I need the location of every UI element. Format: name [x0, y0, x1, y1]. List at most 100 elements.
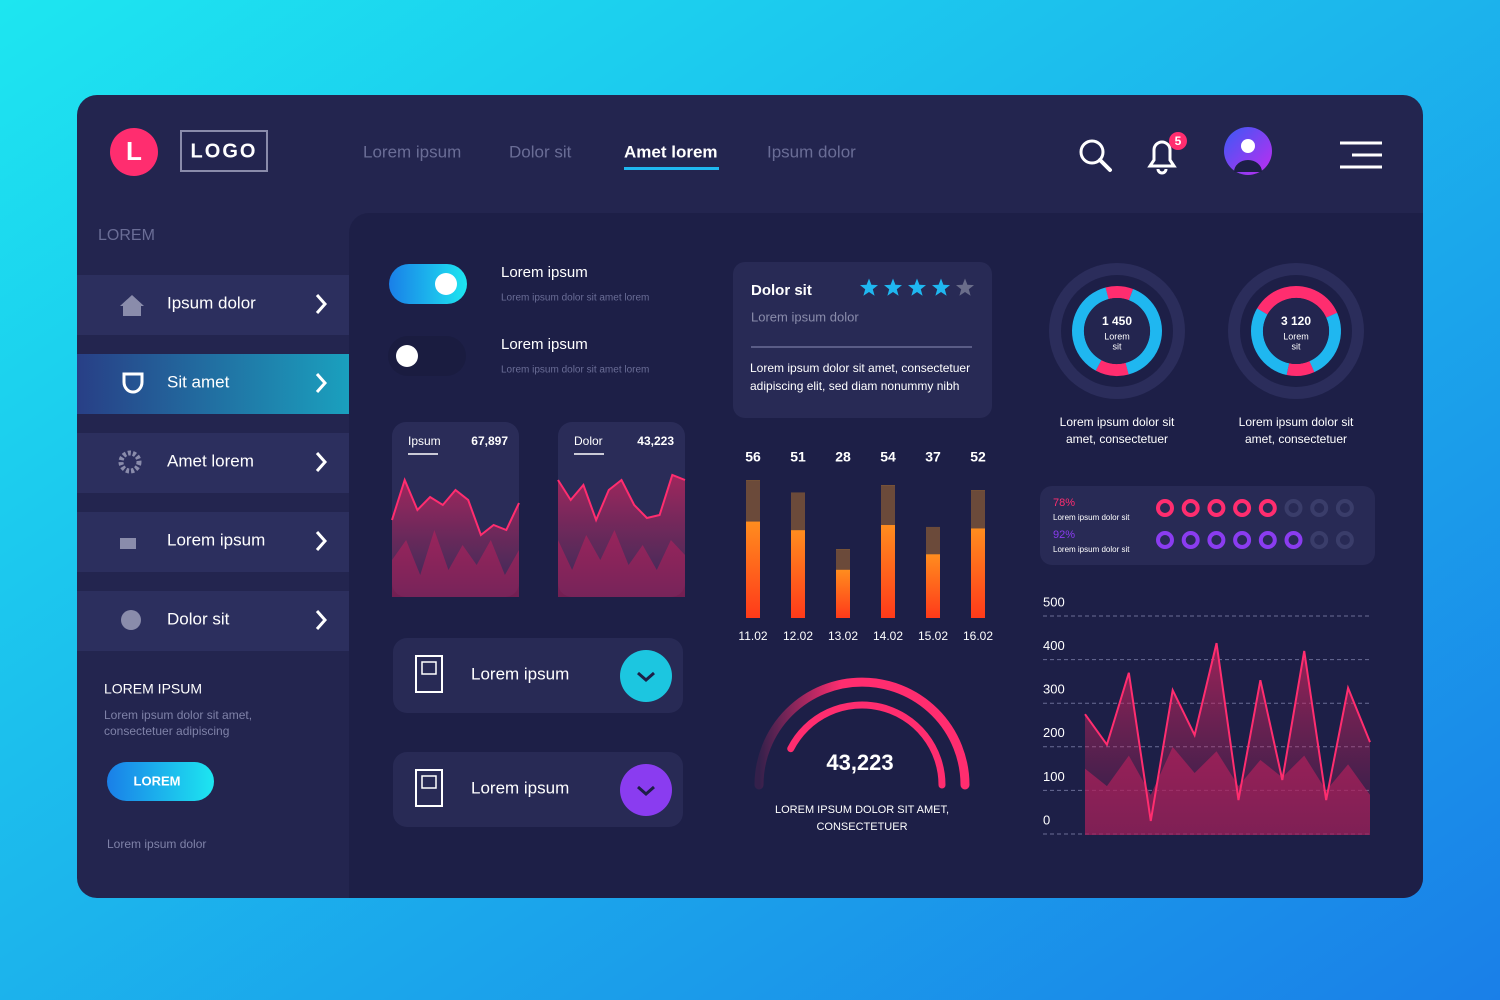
donut-value: 1 450 — [1102, 314, 1132, 328]
progress-dot — [1156, 499, 1174, 517]
chevron — [315, 452, 328, 472]
shield-icon — [122, 372, 144, 394]
expand-button[interactable] — [620, 764, 672, 816]
sidebar-item-label[interactable]: Sit amet — [167, 372, 230, 391]
donut-caption: amet, consectetuer — [1245, 432, 1347, 446]
rating-text: adipiscing elit, sed diam nonummy nibh — [750, 379, 959, 393]
donut-label: Lorem — [1104, 331, 1130, 341]
progress-dot — [1181, 499, 1200, 517]
logo-box — [180, 130, 268, 172]
notebook-icon — [415, 769, 443, 807]
donut-label: Lorem — [1283, 331, 1309, 341]
progress-dot — [1233, 499, 1252, 517]
gear-icon — [118, 450, 142, 474]
progress-dot — [1284, 499, 1303, 517]
avatar-body — [1234, 160, 1262, 172]
y-tick-label: 200 — [1043, 725, 1065, 740]
y-tick-label: 100 — [1043, 769, 1065, 784]
rating-text: Lorem ipsum dolor sit amet, consectetuer — [750, 361, 970, 375]
expand-chevron — [637, 671, 655, 682]
star — [860, 278, 878, 296]
promo-title: LOREM IPSUM — [104, 681, 202, 697]
donut-caption: Lorem ipsum dolor sit — [1060, 415, 1175, 429]
bar-category-label: 14.02 — [873, 629, 903, 643]
notification-count: 5 — [1175, 134, 1182, 148]
bar-category-label: 13.02 — [828, 629, 858, 643]
logo-mark — [110, 128, 158, 176]
list-card — [393, 752, 683, 827]
list-card — [393, 638, 683, 713]
mini-line — [391, 477, 520, 537]
bar-cap — [881, 485, 895, 526]
gauge-caption: LOREM IPSUM DOLOR SIT AMET, — [775, 804, 949, 816]
progress-value: 78% — [1053, 497, 1075, 509]
bar-cap — [926, 526, 940, 555]
star — [908, 278, 926, 296]
bar-cap — [971, 490, 985, 529]
search-icon[interactable] — [1079, 139, 1105, 165]
gauge-value: 43,223 — [826, 750, 893, 775]
toggle-title: Lorem ipsum — [501, 264, 588, 281]
gauge-caption: CONSECTETUER — [816, 821, 907, 833]
area-line — [1084, 642, 1371, 822]
notebook-icon — [415, 655, 443, 693]
bar-value-label: 28 — [835, 449, 851, 465]
promo-button[interactable] — [107, 762, 214, 801]
chevron — [315, 373, 328, 393]
bar-category-label: 16.02 — [963, 629, 993, 643]
toggle-knob — [396, 345, 418, 367]
rating-card — [733, 262, 992, 418]
notification-badge — [1169, 132, 1187, 150]
progress-dot — [1207, 531, 1226, 549]
y-tick-label: 300 — [1043, 682, 1065, 697]
bar-value-label: 37 — [925, 449, 941, 465]
progress-dot — [1310, 499, 1329, 517]
promo-button-label[interactable]: LOREM — [134, 773, 181, 788]
bell-icon[interactable] — [1147, 140, 1177, 175]
sidebar-item-label[interactable]: Ipsum dolor — [167, 293, 256, 312]
nav-link[interactable]: Ipsum dolor — [767, 142, 856, 161]
mini-line — [557, 473, 686, 523]
star — [884, 278, 902, 296]
nav-link[interactable]: Lorem ipsum — [363, 142, 461, 161]
y-tick-label: 500 — [1043, 594, 1065, 609]
promo-text: consectetuer adipiscing — [104, 724, 229, 738]
rating-subtitle: Lorem ipsum dolor — [751, 309, 859, 324]
notebook-icon-inner — [421, 775, 437, 789]
y-tick-label: 400 — [1043, 638, 1065, 653]
progress-dot — [1284, 531, 1303, 549]
bar-cap — [791, 492, 805, 531]
donut-hole — [1263, 298, 1329, 364]
mini-card-value: 43,223 — [637, 434, 674, 448]
bar-category-label: 15.02 — [918, 629, 948, 643]
sidebar-heading: LOREM — [98, 227, 155, 244]
lock-icon — [120, 538, 136, 549]
bar-value-label: 52 — [970, 449, 986, 465]
chevron — [315, 610, 328, 630]
nav-link[interactable]: Dolor sit — [509, 142, 572, 161]
donut-caption: Lorem ipsum dolor sit — [1239, 415, 1354, 429]
y-tick-label: 0 — [1043, 812, 1050, 827]
home-icon — [120, 295, 144, 316]
nav-link[interactable]: Amet lorem — [624, 142, 718, 161]
toggle-knob — [435, 273, 457, 295]
expand-button[interactable] — [620, 650, 672, 702]
sidebar-item[interactable] — [77, 354, 349, 414]
donut-hole — [1084, 298, 1150, 364]
progress-dot — [1335, 531, 1354, 549]
toggle-subtitle: Lorem ipsum dolor sit amet lorem — [501, 293, 649, 304]
sidebar-item-label[interactable]: Dolor sit — [167, 609, 230, 628]
expand-chevron — [637, 785, 655, 796]
donut-segment — [1251, 286, 1341, 376]
sidebar-item-label[interactable]: Lorem ipsum — [167, 530, 265, 549]
notebook-icon-inner — [421, 661, 437, 675]
mini-card-value: 67,897 — [471, 434, 508, 448]
star — [932, 278, 950, 296]
progress-dot — [1156, 531, 1174, 549]
bar-category-label: 12.02 — [783, 629, 813, 643]
sidebar-item-label[interactable]: Amet lorem — [167, 451, 254, 470]
mini-card-label: Dolor — [574, 434, 603, 448]
progress-dot — [1258, 531, 1277, 549]
